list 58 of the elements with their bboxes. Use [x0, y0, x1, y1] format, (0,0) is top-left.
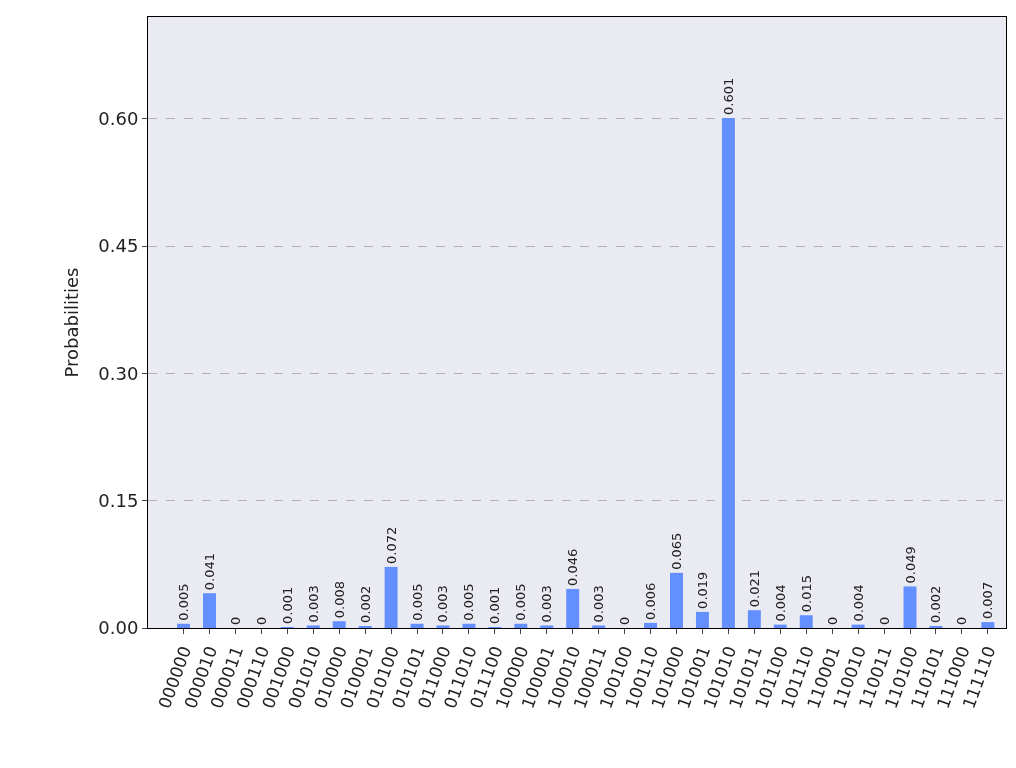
- data-label: 0.072: [383, 526, 399, 564]
- data-label: 0.008: [331, 580, 347, 619]
- bar: [514, 623, 528, 628]
- bar: [177, 623, 191, 628]
- data-label: 0: [227, 616, 243, 625]
- bar: [747, 610, 761, 628]
- data-label: 0.001: [487, 586, 503, 624]
- data-label: 0.005: [409, 583, 425, 621]
- data-label: 0.003: [591, 585, 607, 623]
- bar: [981, 622, 995, 628]
- data-label: 0: [824, 616, 840, 625]
- y-tick-label: 0.30: [98, 362, 139, 384]
- data-label: 0.003: [305, 585, 321, 623]
- data-label: 0.005: [176, 583, 192, 621]
- bar: [566, 588, 580, 628]
- data-label: 0.004: [772, 584, 788, 622]
- data-label: 0.002: [928, 585, 944, 623]
- data-label: 0: [253, 616, 269, 625]
- bar: [332, 621, 346, 628]
- bar: [903, 586, 917, 628]
- bar: [203, 593, 216, 628]
- bar: [670, 572, 683, 628]
- bar: [436, 625, 450, 628]
- data-label: 0.003: [539, 585, 555, 623]
- y-tick-label: 0.00: [98, 617, 139, 639]
- data-label: 0.002: [357, 585, 373, 623]
- data-label: 0.005: [513, 583, 529, 621]
- bar: [644, 622, 658, 628]
- bar: [540, 625, 554, 628]
- y-tick-label: 0.60: [98, 108, 139, 130]
- bar: [306, 625, 320, 628]
- data-label: 0.065: [669, 532, 684, 570]
- data-label: 0.005: [461, 583, 477, 621]
- data-label: 0.004: [850, 584, 866, 622]
- bar: [384, 566, 398, 628]
- bar: [592, 625, 606, 628]
- data-label: 0: [617, 616, 633, 625]
- bar: [410, 623, 424, 628]
- bar: [721, 117, 735, 628]
- data-label: 0.046: [565, 548, 581, 586]
- data-label: 0.041: [201, 552, 217, 591]
- bar: [799, 615, 813, 628]
- data-label: 0: [954, 616, 970, 625]
- data-label: 0.015: [798, 575, 814, 613]
- data-label: 0: [876, 616, 892, 625]
- data-label: 0.007: [980, 581, 996, 620]
- data-label: 0.021: [746, 569, 762, 608]
- bar: [462, 623, 476, 628]
- data-label: 0.049: [902, 546, 918, 584]
- data-label: 0.001: [279, 586, 295, 624]
- data-label: 0.006: [643, 582, 659, 620]
- bar: [695, 611, 709, 628]
- data-label: 0.019: [694, 571, 710, 609]
- y-tick-label: 0.45: [98, 235, 139, 257]
- y-axis-title: Probabilities: [60, 267, 82, 378]
- y-tick-label: 0.15: [98, 490, 139, 512]
- data-label: 0.003: [435, 585, 451, 623]
- data-label: 0.601: [720, 77, 736, 115]
